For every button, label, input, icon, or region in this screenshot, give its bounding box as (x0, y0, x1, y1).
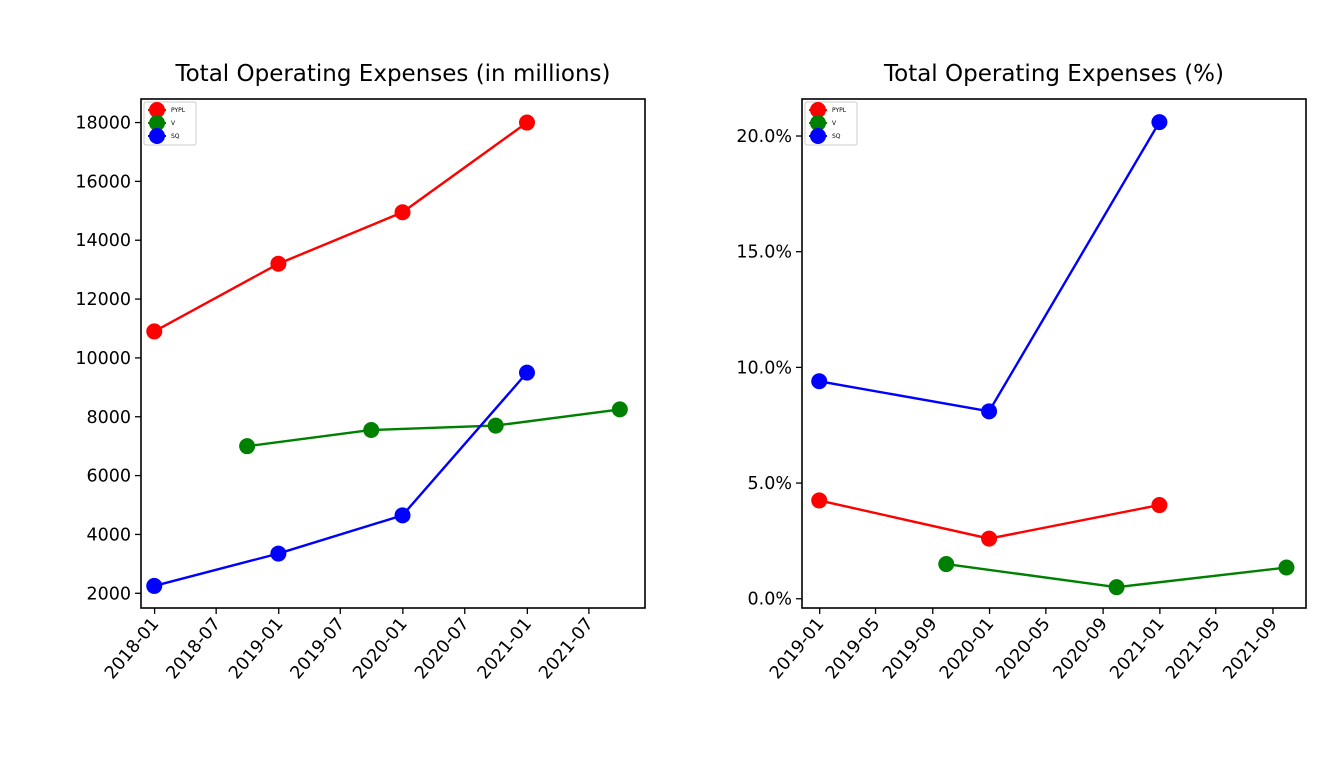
legend-marker-v (149, 115, 165, 131)
legend-label-v: V (171, 120, 176, 127)
legend-label-pypl: PYPL (171, 107, 186, 114)
y-tick-label: 10.0% (736, 358, 792, 378)
data-point-pypl-2 (270, 255, 287, 272)
data-point-pypl-2 (981, 530, 998, 547)
series-line-sq (153, 371, 528, 588)
data-point-pypl-3 (394, 204, 411, 221)
data-point-sq-3 (1151, 114, 1168, 131)
y-tick-label: 16000 (75, 172, 131, 192)
series-sq (146, 364, 535, 594)
plot-frame (801, 98, 1307, 609)
x-tick-label: 2020-01 (349, 614, 411, 683)
y-tick-label: 12000 (75, 290, 131, 310)
series-pypl (146, 114, 535, 340)
x-tick-label: 2021-01 (474, 614, 536, 683)
data-point-pypl-1 (146, 323, 163, 340)
x-tick-label: 2021-09 (1219, 614, 1281, 683)
data-point-v-4 (611, 401, 628, 418)
y-tick-label: 4000 (86, 525, 131, 545)
series-pypl (811, 492, 1168, 547)
x-tick-label: 2020-05 (992, 614, 1054, 683)
legend: PYPL V SQ (804, 101, 858, 146)
legend-marker-sq (810, 128, 826, 144)
data-point-v-3 (487, 417, 504, 434)
x-tick-label: 2019-07 (287, 614, 349, 683)
legend-label-pypl: PYPL (832, 107, 847, 114)
x-tick-label: 2021-01 (1106, 614, 1168, 683)
chart-title: Total Operating Expenses (in millions) (174, 61, 610, 87)
legend: PYPL V SQ (143, 101, 197, 146)
legend-label-sq: SQ (171, 133, 180, 140)
y-tick-label: 20.0% (736, 127, 792, 147)
data-point-sq-3 (394, 507, 411, 524)
x-tick-label: 2021-07 (535, 614, 597, 683)
chart-panel-1: Total Operating Expenses (in millions) 20… (75, 61, 646, 683)
data-point-v-1 (239, 438, 256, 455)
data-point-v-1 (938, 556, 955, 573)
series-v (938, 556, 1295, 596)
legend-marker-sq (149, 128, 165, 144)
legend-label-sq: SQ (832, 133, 841, 140)
x-tick-label: 2020-09 (1050, 614, 1112, 683)
y-tick-label: 10000 (75, 349, 131, 369)
x-tick-label: 2019-01 (766, 614, 828, 683)
data-point-v-2 (1108, 579, 1125, 596)
x-tick-label: 2019-09 (879, 614, 941, 683)
y-tick-label: 5.0% (748, 474, 792, 494)
x-tick-label: 2018-01 (101, 614, 163, 683)
legend-label-v: V (832, 120, 837, 127)
x-tick-label: 2021-05 (1162, 614, 1224, 683)
data-point-sq-4 (518, 364, 535, 381)
data-point-pypl-3 (1151, 497, 1168, 514)
x-tick-label: 2019-01 (225, 614, 287, 683)
y-tick-label: 15.0% (736, 243, 792, 263)
y-tick-label: 14000 (75, 231, 131, 251)
series-line-pypl (153, 121, 528, 333)
y-tick-label: 0.0% (748, 590, 792, 610)
y-tick-label: 2000 (86, 584, 131, 604)
chart-panel-2: Total Operating Expenses (%) 0.0% 5.0% 10.0… (736, 61, 1307, 683)
x-tick-label: 2020-01 (936, 614, 998, 683)
data-point-pypl-4 (518, 114, 535, 131)
x-tick-label: 2020-07 (411, 614, 473, 683)
legend-marker-pypl (810, 102, 826, 118)
data-point-sq-1 (811, 373, 828, 390)
series-line-v (246, 408, 620, 448)
y-tick-label: 6000 (86, 467, 131, 487)
y-tick-label: 18000 (75, 114, 131, 134)
chart-title: Total Operating Expenses (%) (883, 61, 1224, 87)
legend-marker-pypl (149, 102, 165, 118)
data-point-sq-1 (146, 577, 163, 594)
y-tick-label: 8000 (86, 408, 131, 428)
data-point-v-3 (1278, 559, 1295, 576)
legend-marker-v (810, 115, 826, 131)
series-line-sq (819, 121, 1161, 413)
data-point-sq-2 (270, 545, 287, 562)
data-point-sq-2 (981, 403, 998, 420)
data-point-v-2 (363, 421, 380, 438)
plot-frame (140, 98, 646, 609)
x-tick-label: 2018-07 (163, 614, 225, 683)
series-v (239, 401, 628, 455)
data-point-pypl-1 (811, 492, 828, 509)
x-tick-label: 2019-05 (822, 614, 884, 683)
series-sq (811, 114, 1168, 420)
